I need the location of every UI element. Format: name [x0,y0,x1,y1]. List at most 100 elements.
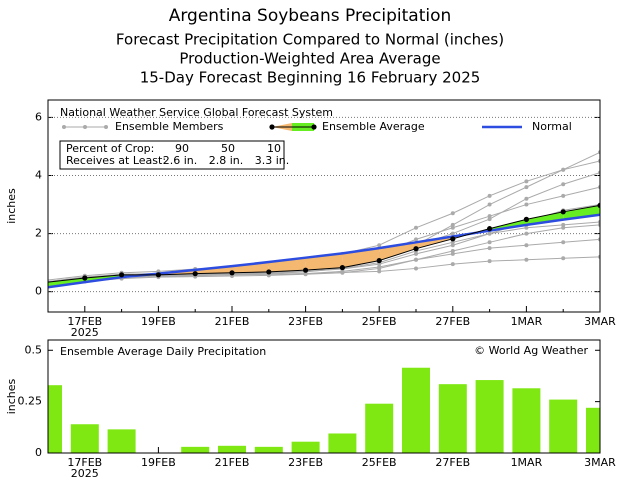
chart-title: Argentina Soybeans Precipitation [169,6,452,26]
member-point [377,262,382,267]
average-point [192,271,198,277]
x-tick-label: 25FEB [362,456,397,469]
subtitle: Production-Weighted Area Average [179,50,440,68]
member-point [487,231,492,236]
average-point [119,272,125,278]
y-axis-label: inches [5,378,18,414]
bar [475,380,504,453]
x-tick-label: 17FEB [67,456,102,469]
difference-area [232,262,269,273]
member-point [487,240,492,245]
y-tick-label: 0 [35,446,42,459]
amount: 3.3 in. [255,154,290,167]
percent: 10 [267,142,281,155]
difference-area [563,205,600,220]
member-point [450,249,455,254]
legend-swatch [83,125,87,129]
percent: 50 [221,142,235,155]
member-point [524,202,529,207]
plot-area [48,150,600,289]
member-point [340,269,345,274]
average-point [155,272,161,278]
member-point [414,251,418,256]
average-point [303,267,309,273]
bar [218,445,246,453]
member-point [450,222,455,227]
member-point [487,214,492,219]
member-point [561,167,566,172]
average-point [597,202,600,209]
member-point [524,225,529,230]
subtitle: 15-Day Forecast Beginning 16 February 20… [140,69,481,87]
amount: 2.8 in. [209,154,244,167]
x-tick-label: 25FEB [362,315,397,328]
member-point [377,243,382,248]
member-point [561,182,566,187]
member-point [450,231,455,236]
member-point [487,193,492,198]
x-tick-label: 23FEB [288,456,323,469]
y-tick-label: 4 [35,169,42,182]
member-point [561,256,566,261]
bottom-plot: 0 0.25 0.5 17FEB 19FEB 21FEB 23FEB 25FEB 27FEB 1M… [5,339,616,480]
top-plot: 0 2 4 6 17FEB 19FEB 21FEB 23FEB 25FEB 27FEB 1MAR 3M… [5,99,616,339]
average-point [82,275,88,281]
difference-area [416,236,453,249]
y-tick-label: 0.25 [18,395,43,408]
member-point [450,240,455,245]
legend-label: Ensemble Members [115,120,224,133]
member-point [487,217,492,222]
member-point [561,240,566,245]
y-axis-label: inches [5,188,18,224]
member-point [450,251,455,256]
member-point [487,246,492,251]
average-point [229,270,235,276]
bar [181,446,210,453]
x-tick-label: 23FEB [288,315,323,328]
average-point [560,209,566,215]
member-point [487,259,492,264]
member-point [561,222,566,227]
bar [586,407,600,453]
percent: 90 [175,142,189,155]
x-tick-label: 27FEB [435,315,470,328]
x-tick-label: 1MAR [511,456,543,469]
percentile-header: Percent of Crop: [66,142,154,155]
member-point [377,269,382,274]
average-point [450,236,456,242]
difference-area [526,211,564,225]
y-tick-label: 2 [35,227,42,240]
x-tick-label: 17FEB [67,315,102,328]
bar [549,399,578,453]
member-point [450,225,455,230]
bar [402,367,430,453]
bar [48,385,62,453]
x-tick-label: 1MAR [511,315,543,328]
member-point [561,193,566,198]
legend-swatch [104,125,108,129]
average-point [266,269,272,275]
amount: 2.6 in. [163,154,198,167]
y-tick-label: 6 [35,110,42,123]
member-point [524,185,529,190]
bar [291,441,320,453]
legend-swatch [269,124,275,130]
member-point [414,237,418,242]
series-line [48,204,600,283]
member-point [450,211,455,216]
member-point [414,257,418,262]
member-point [524,243,529,248]
credit: © World Ag Weather [474,344,588,357]
x-tick-label: 3MAR [584,456,616,469]
percentile-box [59,140,285,170]
member-point [524,257,529,262]
member-point [524,196,529,201]
legend-swatch [62,125,66,129]
bar [328,433,357,453]
member-point [561,225,566,230]
average-point [523,216,530,222]
average-point [413,246,419,252]
average-point [376,257,382,264]
series-line [48,213,600,289]
